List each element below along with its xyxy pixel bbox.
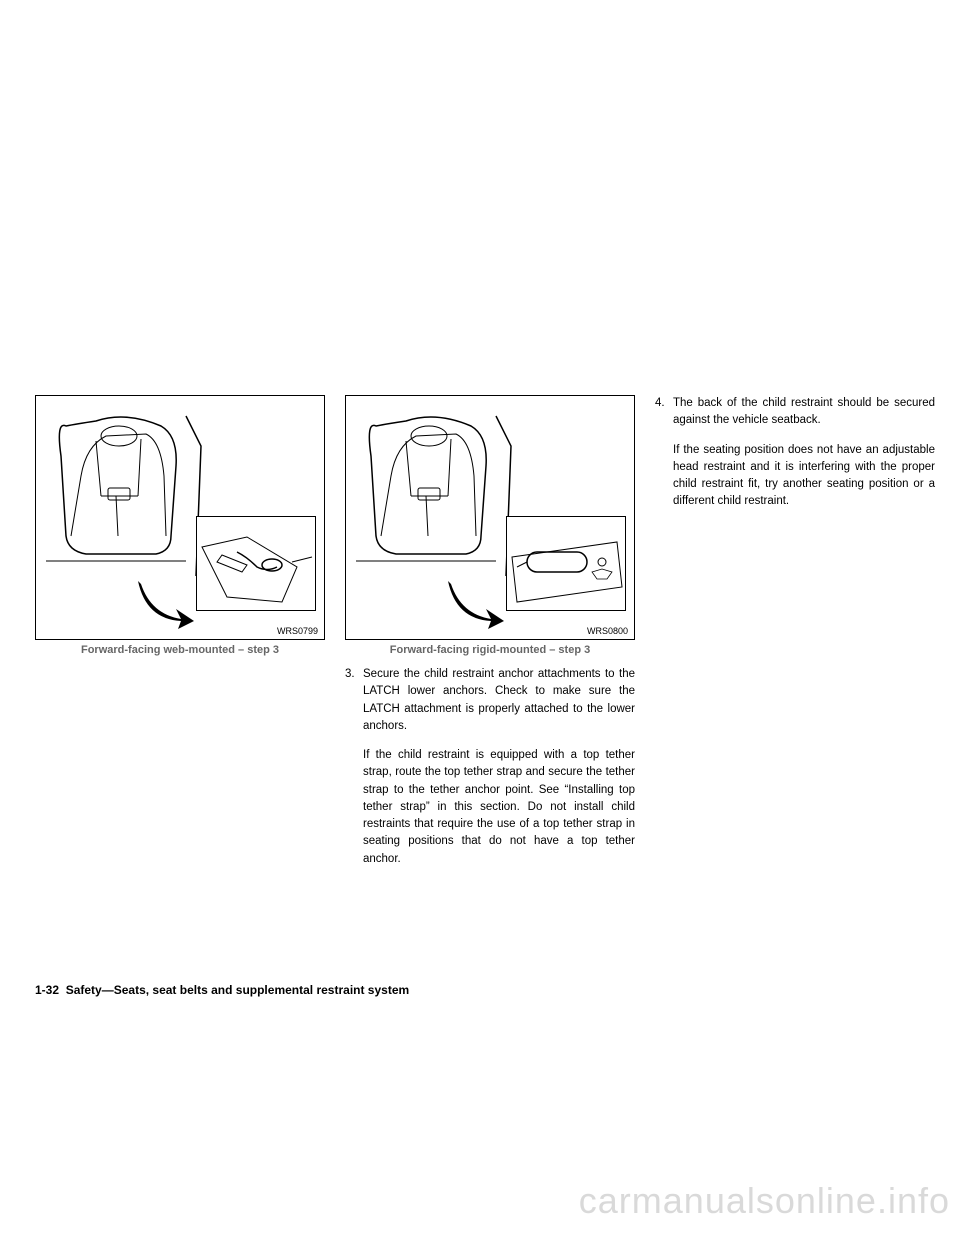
figure-left: WRS0799 xyxy=(35,395,325,640)
list-number: 4. xyxy=(655,395,673,523)
instruction-text: The back of the child restraint should b… xyxy=(673,395,935,430)
figure-caption-left: Forward-facing web-mounted – step 3 xyxy=(35,644,325,656)
column-right: 4. The back of the child restraint shoul… xyxy=(655,395,935,894)
instruction-text: If the child restraint is equipped with … xyxy=(363,747,635,868)
child-seat-drawing-web xyxy=(46,406,206,586)
instruction-item-3: 3. Secure the child restraint anchor att… xyxy=(345,666,635,880)
page-number: 1-32 xyxy=(35,983,59,997)
child-seat-drawing-rigid xyxy=(356,406,516,586)
list-number: 3. xyxy=(345,666,363,880)
instruction-text: Secure the child restraint anchor attach… xyxy=(363,666,635,735)
arrow-icon xyxy=(136,579,196,629)
column-middle: WRS0800 Forward-facing rigid-mounted – s… xyxy=(345,395,635,894)
figure-code-left: WRS0799 xyxy=(277,626,318,636)
page-footer: 1-32 Safety—Seats, seat belts and supple… xyxy=(35,983,409,997)
watermark: carmanualsonline.info xyxy=(579,1180,950,1222)
instruction-item-4: 4. The back of the child restraint shoul… xyxy=(655,395,935,523)
page-content: WRS0799 Forward-facing web-mounted – ste… xyxy=(35,395,925,894)
figure-code-middle: WRS0800 xyxy=(587,626,628,636)
instruction-text: If the seating position does not have an… xyxy=(673,442,935,511)
figure-middle: WRS0800 xyxy=(345,395,635,640)
column-left: WRS0799 Forward-facing web-mounted – ste… xyxy=(35,395,325,894)
arrow-icon xyxy=(446,579,506,629)
section-title: Safety—Seats, seat belts and supplementa… xyxy=(66,983,409,997)
inset-web-mount xyxy=(196,516,316,611)
figure-caption-middle: Forward-facing rigid-mounted – step 3 xyxy=(345,644,635,656)
inset-rigid-mount xyxy=(506,516,626,611)
